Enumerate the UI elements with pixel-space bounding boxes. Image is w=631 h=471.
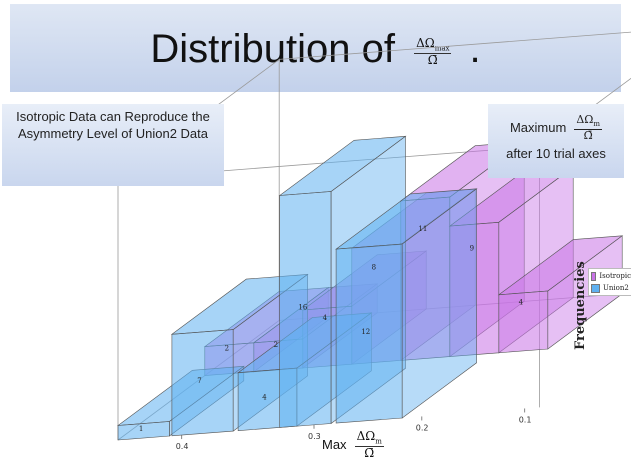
bar-label: 1 [139, 425, 143, 433]
bar-label: 9 [470, 244, 474, 252]
y-axis-label: Frequencies [573, 261, 588, 350]
x-axis-label-prefix: Max [322, 437, 347, 453]
annotation-right-fraction: ΔΩm Ω̄ [574, 113, 603, 142]
legend-swatch-isotropic [591, 271, 597, 281]
frame-edge [279, 31, 631, 60]
bar-label: 2 [225, 345, 229, 353]
annotation-right-prefix: Maximum [509, 120, 567, 136]
x-tick-label: 0.2 [416, 423, 429, 432]
legend-item-isotropic: Isotropic [591, 270, 631, 282]
legend-label-isotropic: Isotropic [599, 272, 631, 280]
bar-label: 4 [323, 314, 328, 322]
legend-label-union2: Union2 [603, 284, 629, 292]
bar-label: 2 [274, 341, 278, 349]
page-title: Distribution of ΔΩmax Ω̄ . [10, 26, 621, 72]
chart-legend: Isotropic Union2 [588, 268, 631, 296]
isotropic-bar [497, 235, 624, 354]
x-tick-label: 0.3 [308, 432, 321, 441]
union2-bar [335, 188, 478, 424]
bar-label: 4 [519, 299, 524, 307]
bar-label: 12 [361, 328, 370, 336]
bar-count-labels: 2 2 4 8 11 9 4 1 7 4 16 12 [139, 225, 524, 433]
annotation-right-suffix: after 10 trial axes [506, 146, 606, 162]
legend-swatch-union2 [591, 283, 600, 293]
x-axis-label: Max ΔΩm Ω̄ [322, 430, 384, 459]
annotation-left: Isotropic Data can Reproduce the Asymmet… [2, 104, 224, 186]
title-text: Distribution of [150, 27, 395, 71]
x-axis-label-fraction: ΔΩm Ω̄ [354, 429, 384, 460]
bar-label: 11 [418, 225, 427, 233]
bar-label: 4 [262, 394, 267, 402]
title-period: . [469, 27, 481, 71]
title-frac-denominator: Ω̄ [427, 52, 438, 67]
histogram-bars [116, 135, 624, 441]
x-tick-label: 0.4 [176, 442, 189, 451]
x-tick-label: 0.1 [519, 415, 532, 424]
legend-item-union2: Union2 [591, 282, 631, 294]
bar-label: 8 [372, 264, 376, 272]
title-frac-numerator: ΔΩmax [414, 35, 452, 54]
title-fraction: ΔΩmax Ω̄ [414, 35, 452, 67]
axis-ticks: 0510150.10.20.30.4 [176, 408, 532, 451]
annotation-right: Maximum ΔΩm Ω̄ after 10 trial axes [488, 104, 624, 178]
bar-label: 16 [298, 304, 307, 312]
title-banner: Distribution of ΔΩmax Ω̄ . [10, 4, 621, 92]
bar-label: 7 [197, 377, 201, 385]
